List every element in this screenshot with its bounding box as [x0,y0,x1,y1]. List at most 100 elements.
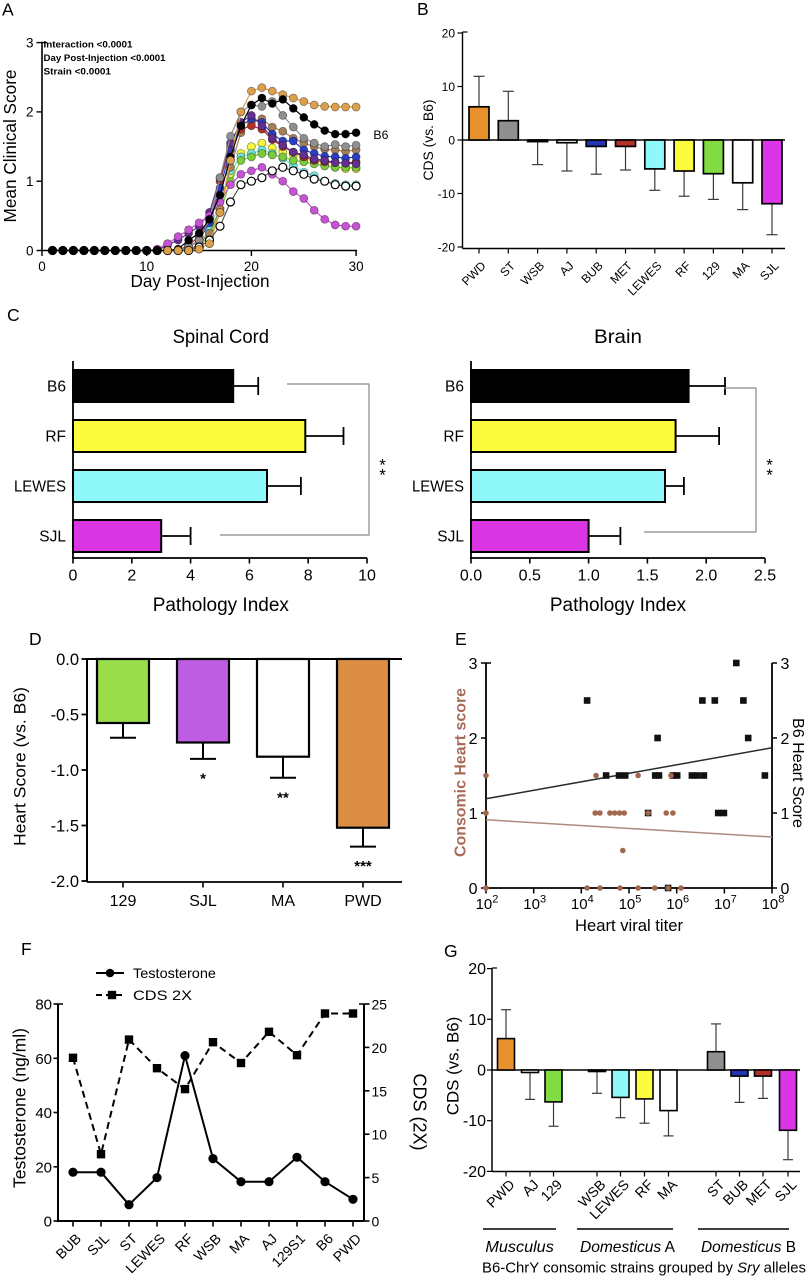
svg-text:B6 Heart Score: B6 Heart Score [789,718,806,828]
svg-text:1: 1 [469,806,478,823]
svg-text:-10: -10 [463,1113,486,1130]
svg-text:0: 0 [69,568,78,585]
svg-text:0: 0 [781,881,790,898]
svg-text:3: 3 [781,656,790,673]
svg-text:G: G [444,941,458,961]
svg-text:Mean Clinical Score: Mean Clinical Score [0,70,20,223]
svg-text:25: 25 [372,997,388,1013]
svg-text:-1.0: -1.0 [51,762,79,780]
svg-text:20: 20 [468,961,486,978]
svg-text:LEWES: LEWES [14,479,66,496]
svg-text:-0.5: -0.5 [51,706,79,724]
svg-text:Interaction <0.0001: Interaction <0.0001 [44,40,134,51]
svg-text:8: 8 [304,568,313,585]
svg-text:B6: B6 [47,379,66,396]
svg-text:B6: B6 [373,128,388,142]
svg-text:0: 0 [477,1063,486,1080]
svg-text:Day Post-Injection <0.0001: Day Post-Injection <0.0001 [44,53,167,64]
svg-text:10: 10 [372,1127,388,1143]
svg-text:30: 30 [349,259,364,274]
svg-text:Testosterone: Testosterone [133,965,216,981]
svg-text:*: * [379,456,386,475]
svg-text:Pathology Index: Pathology Index [153,595,290,616]
svg-text:-20: -20 [438,240,456,254]
svg-text:2: 2 [781,731,790,748]
svg-text:CDS (2X): CDS (2X) [410,1074,430,1151]
svg-text:0.0: 0.0 [460,568,482,585]
svg-text:15: 15 [372,1083,388,1099]
svg-text:0: 0 [448,133,455,147]
svg-text:CDS (vs. B6): CDS (vs. B6) [420,100,436,181]
svg-text:20: 20 [35,1159,52,1176]
svg-text:10: 10 [358,568,376,585]
svg-text:0: 0 [44,1214,52,1231]
svg-text:*: * [766,456,773,475]
svg-text:-10: -10 [438,187,456,201]
svg-text:SJL: SJL [437,529,464,546]
svg-text:Musculus: Musculus [485,1239,553,1256]
svg-text:Pathology Index: Pathology Index [550,595,687,616]
svg-text:Heart viral titer: Heart viral titer [575,917,684,935]
svg-text:1.0: 1.0 [577,568,599,585]
svg-text:1: 1 [26,174,34,189]
svg-text:F: F [21,939,32,959]
svg-text:2: 2 [469,731,478,748]
svg-text:LEWES: LEWES [412,479,464,496]
svg-text:1.5: 1.5 [636,568,658,585]
svg-text:0.5: 0.5 [519,568,541,585]
svg-text:10: 10 [139,259,154,274]
svg-text:Testosterone (ng/ml): Testosterone (ng/ml) [9,1028,29,1188]
svg-text:0: 0 [26,243,34,258]
svg-text:Consomic Heart score: Consomic Heart score [453,688,470,857]
svg-text:CDS 2X: CDS 2X [133,987,193,1003]
svg-text:**: ** [277,789,289,806]
svg-text:2: 2 [127,568,136,585]
svg-text:SJL: SJL [39,529,66,546]
svg-text:Spinal Cord: Spinal Cord [173,327,269,348]
svg-text:B6: B6 [445,379,464,396]
svg-text:-20: -20 [463,1164,486,1181]
svg-text:E: E [455,629,467,649]
svg-text:-2.0: -2.0 [51,873,79,891]
svg-text:3: 3 [26,35,34,50]
svg-text:A: A [2,0,14,20]
svg-text:RF: RF [45,429,66,446]
svg-text:Day Post-Injection: Day Post-Injection [131,271,270,291]
svg-text:2: 2 [26,105,34,120]
svg-text:0.0: 0.0 [56,651,79,669]
svg-text:MA: MA [271,893,295,910]
svg-text:***: *** [354,858,372,875]
svg-text:C: C [7,305,20,325]
svg-text:40: 40 [35,1105,52,1122]
svg-text:PWD: PWD [344,893,381,910]
svg-text:80: 80 [35,997,52,1014]
svg-text:2.0: 2.0 [695,568,717,585]
svg-text:60: 60 [35,1051,52,1068]
svg-text:Brain: Brain [594,326,642,348]
svg-text:5: 5 [372,1170,380,1186]
svg-text:0: 0 [469,881,478,898]
svg-text:Strain <0.0001: Strain <0.0001 [44,66,112,77]
svg-text:-1.5: -1.5 [51,817,79,835]
svg-text:2.5: 2.5 [754,568,776,585]
svg-text:20: 20 [244,259,259,274]
svg-text:1: 1 [781,806,790,823]
svg-text:20: 20 [372,1040,388,1056]
svg-text:B: B [417,0,429,19]
svg-text:Heart Score (vs. B6): Heart Score (vs. B6) [10,687,29,846]
svg-text:SJL: SJL [189,893,217,910]
svg-text:RF: RF [443,429,464,446]
svg-text:0: 0 [372,1214,380,1230]
svg-text:4: 4 [186,568,195,585]
svg-text:0: 0 [38,259,46,274]
svg-text:CDS (vs. B6): CDS (vs. B6) [444,1017,463,1116]
svg-text:Domesticus B: Domesticus B [701,1239,796,1256]
svg-text:3: 3 [469,656,478,673]
svg-text:10: 10 [442,80,456,94]
svg-text:B6-ChrY consomic strains group: B6-ChrY consomic strains grouped by Sry … [482,1260,806,1277]
svg-text:6: 6 [245,568,254,585]
svg-text:*: * [766,466,773,485]
svg-text:Domesticus A: Domesticus A [580,1239,675,1256]
svg-text:129: 129 [110,893,137,910]
svg-text:10: 10 [468,1012,486,1029]
